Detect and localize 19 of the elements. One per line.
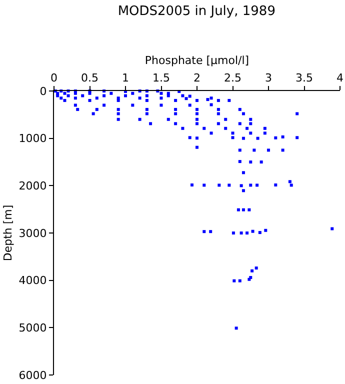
y-tick-label: 5000 xyxy=(18,322,47,335)
x-tick-label: 4 xyxy=(336,72,344,85)
y-axis-title: Depth [m] xyxy=(1,204,14,262)
x-tick-label: 3.5 xyxy=(296,72,313,85)
x-tick-label: 1 xyxy=(122,72,129,85)
y-tick-label: 1000 xyxy=(18,132,47,146)
x-tick-label: 0 xyxy=(50,72,58,85)
x-axis-title: Phosphate [µmol/l] xyxy=(144,54,250,68)
x-tick-label: 3 xyxy=(265,72,272,85)
x-tick-label: 0.5 xyxy=(81,72,98,85)
x-tick-label: 2.5 xyxy=(224,72,242,85)
y-tick-label: 0 xyxy=(40,84,47,98)
chart-title: MODS2005 in July, 1989 xyxy=(118,4,276,19)
y-tick-label: 3000 xyxy=(18,226,47,240)
y-tick-label: 4000 xyxy=(18,274,47,288)
x-tick-label: 2 xyxy=(194,72,200,85)
y-tick-label: 2000 xyxy=(18,180,47,193)
x-tick-label: 1.5 xyxy=(152,72,170,85)
y-tick-label: 6000 xyxy=(18,368,47,382)
